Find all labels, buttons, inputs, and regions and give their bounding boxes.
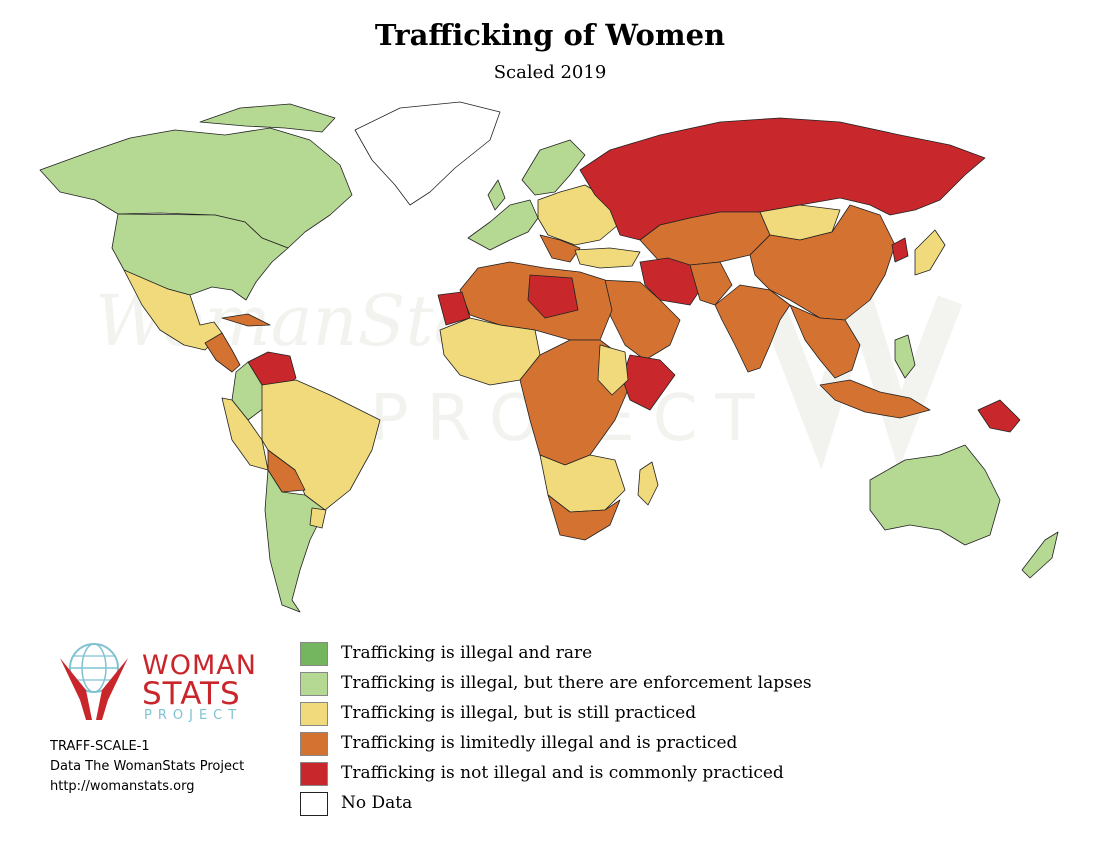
region-argentina[interactable] bbox=[264, 469, 326, 613]
legend-swatch bbox=[300, 642, 328, 666]
region-madagascar[interactable] bbox=[637, 461, 659, 506]
map-subtitle: Scaled 2019 bbox=[493, 62, 607, 83]
region-cuba[interactable] bbox=[221, 313, 271, 327]
legend-label: Trafficking is illegal, but is still pra… bbox=[341, 703, 697, 723]
legend-swatch bbox=[300, 732, 328, 756]
region-south-africa[interactable] bbox=[547, 494, 621, 541]
logo-word-stats: STATS bbox=[142, 676, 241, 712]
region-east-africa[interactable] bbox=[597, 344, 629, 396]
logo-word-woman: WOMAN bbox=[142, 650, 257, 681]
data-source: Data The WomanStats Project bbox=[50, 759, 245, 774]
region-libya[interactable] bbox=[527, 274, 579, 319]
region-turkey[interactable] bbox=[574, 247, 641, 269]
region-uruguay[interactable] bbox=[309, 507, 327, 529]
region-north-korea[interactable] bbox=[891, 237, 909, 263]
region-scandinavia[interactable] bbox=[521, 139, 586, 196]
source-url[interactable]: http://womanstats.org bbox=[50, 779, 195, 794]
region-iran[interactable] bbox=[639, 257, 701, 306]
legend-swatch bbox=[300, 702, 328, 726]
region-indonesia[interactable] bbox=[819, 379, 931, 419]
region-philippines[interactable] bbox=[894, 334, 916, 379]
womanstats-logo[interactable]: WOMAN STATS PROJECT bbox=[52, 640, 256, 725]
map-title: Trafficking of Women bbox=[374, 18, 726, 52]
legend-swatch bbox=[300, 672, 328, 696]
legend-swatch bbox=[300, 792, 328, 816]
region-peru[interactable] bbox=[221, 397, 269, 471]
credits: TRAFF-SCALE-1 Data The WomanStats Projec… bbox=[50, 737, 244, 797]
region-afghanistan[interactable] bbox=[689, 261, 733, 306]
region-united-kingdom[interactable] bbox=[487, 179, 506, 211]
region-central-america[interactable] bbox=[204, 332, 241, 373]
legend-label: No Data bbox=[341, 793, 413, 813]
legend-label: Trafficking is not illegal and is common… bbox=[341, 763, 784, 783]
logo-word-project: PROJECT bbox=[144, 708, 243, 723]
globe-hands-icon bbox=[60, 643, 128, 720]
region-papua-new-guinea[interactable] bbox=[977, 399, 1021, 433]
region-arabia[interactable] bbox=[599, 279, 681, 361]
region-new-zealand[interactable] bbox=[1021, 531, 1059, 579]
region-india[interactable] bbox=[714, 284, 791, 373]
legend-swatch bbox=[300, 762, 328, 786]
region-arctic-islands[interactable] bbox=[199, 103, 336, 133]
legend-label: Trafficking is illegal, but there are en… bbox=[341, 673, 812, 693]
region-eastern-europe[interactable] bbox=[537, 184, 619, 246]
region-brazil[interactable] bbox=[261, 379, 381, 511]
region-australia[interactable] bbox=[869, 444, 1001, 546]
region-southeast-asia[interactable] bbox=[789, 304, 861, 379]
world-map: WomanStats PROJECT bbox=[39, 101, 1059, 613]
legend-label: Trafficking is illegal and rare bbox=[341, 643, 593, 663]
region-western-europe[interactable] bbox=[467, 199, 539, 251]
region-china[interactable] bbox=[749, 204, 896, 321]
dataset-code: TRAFF-SCALE-1 bbox=[50, 739, 150, 754]
legend-label: Trafficking is limitedly illegal and is … bbox=[341, 733, 738, 753]
region-balkans[interactable] bbox=[539, 234, 581, 263]
region-japan[interactable] bbox=[914, 229, 946, 276]
region-greenland[interactable] bbox=[354, 101, 501, 206]
region-bolivia[interactable] bbox=[267, 449, 306, 493]
